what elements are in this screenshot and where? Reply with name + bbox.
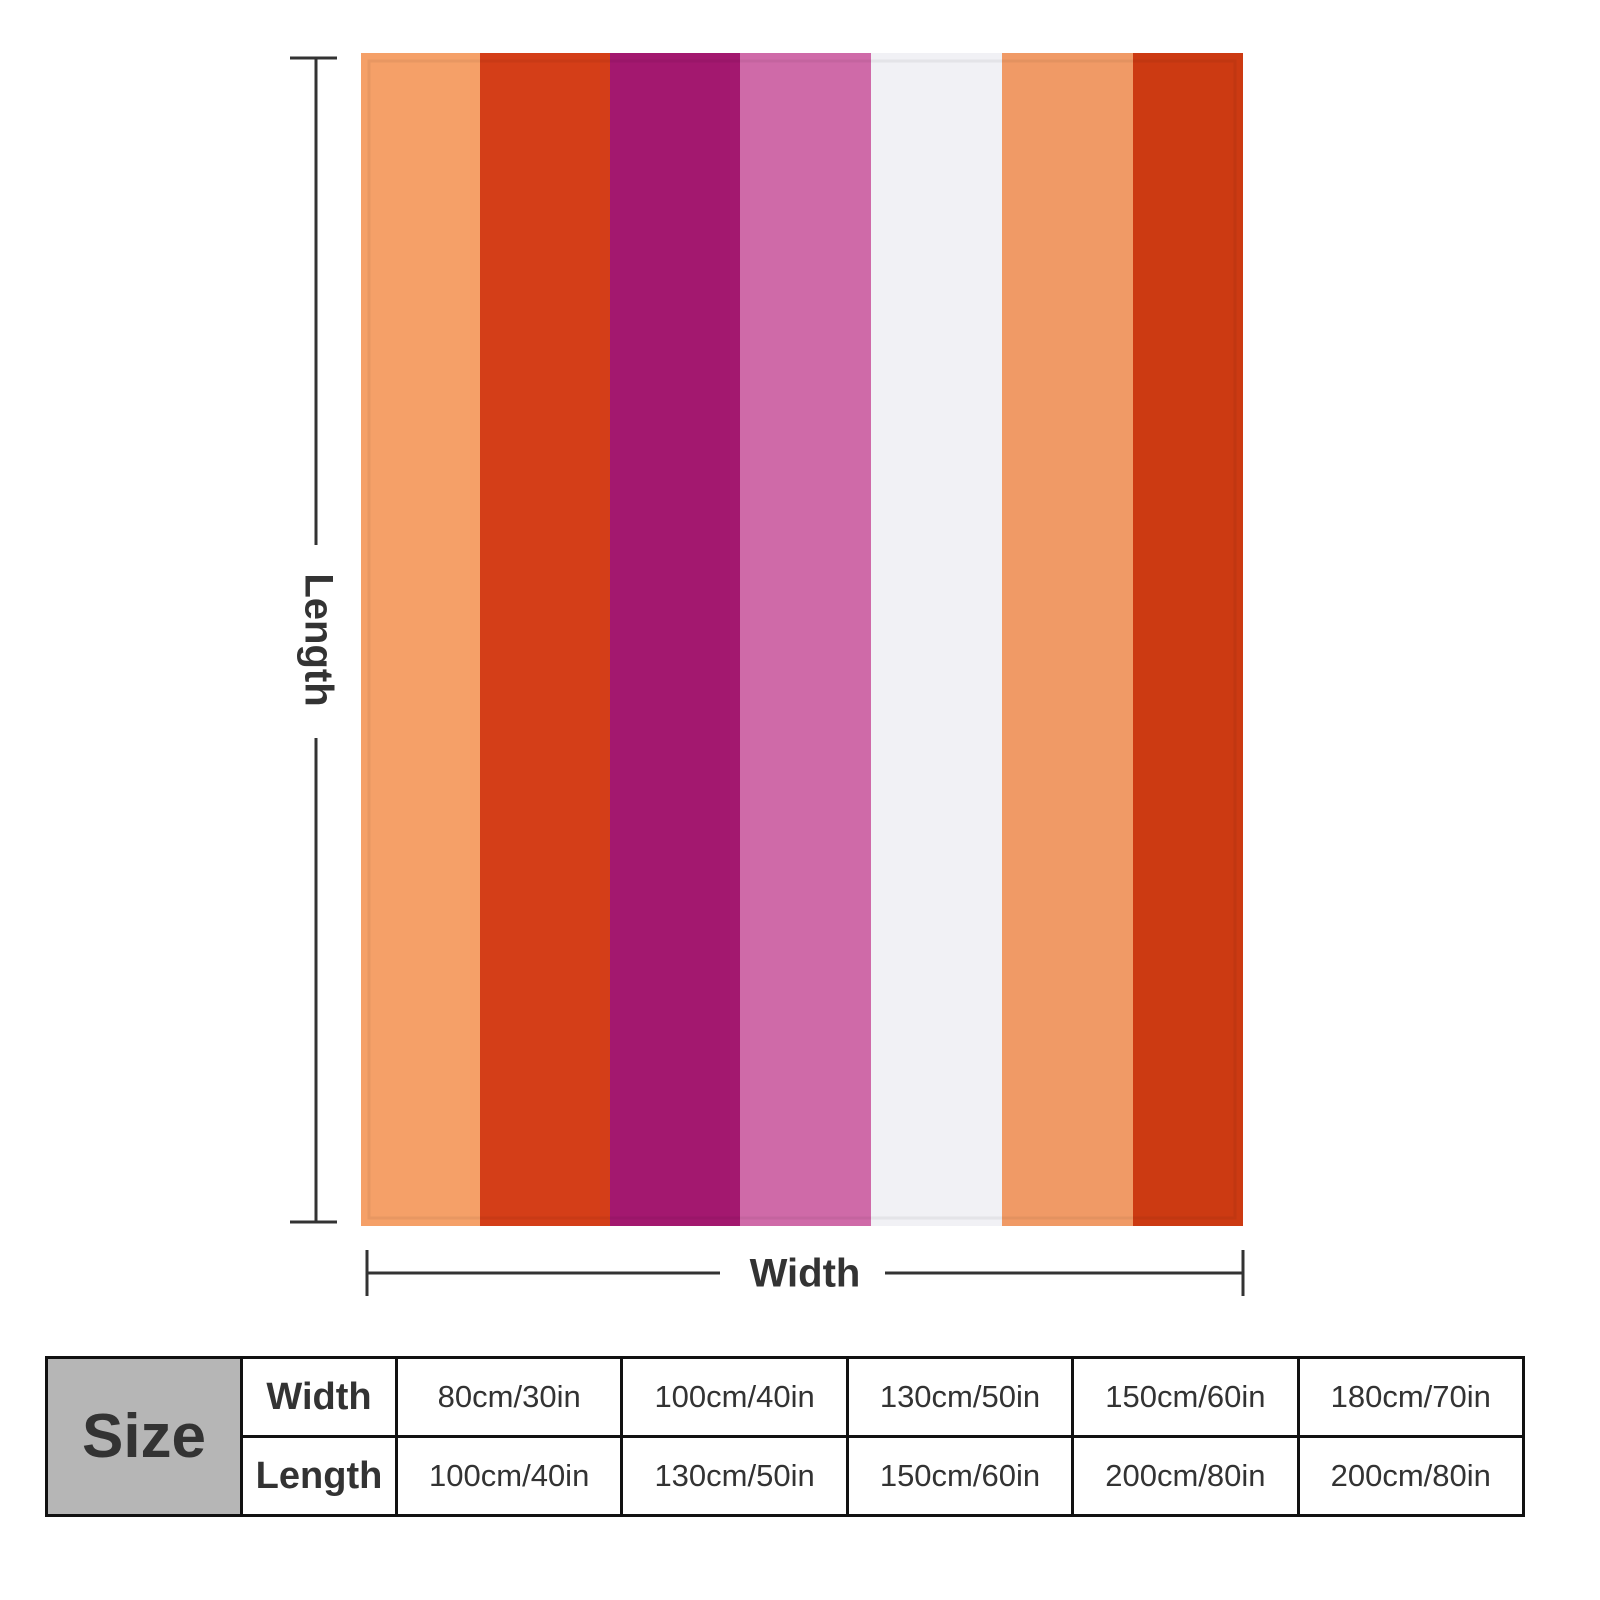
stripe <box>480 53 611 1226</box>
stripe <box>740 53 872 1226</box>
size-table-body: Size Width 80cm/30in 100cm/40in 130cm/50in 15… <box>45 1356 1526 1517</box>
width-guide <box>365 1250 1245 1296</box>
size-value: 100cm/40in <box>394 1435 624 1517</box>
blanket <box>361 53 1243 1226</box>
stripe <box>361 53 481 1226</box>
size-header: Size <box>45 1356 243 1517</box>
size-value: 130cm/50in <box>845 1356 1075 1438</box>
length-guide <box>290 56 337 1224</box>
stripe <box>1133 53 1243 1226</box>
dimension-name: Length <box>240 1435 398 1517</box>
dimension-name: Width <box>240 1356 398 1438</box>
stripe <box>610 53 741 1226</box>
width-label: Width <box>750 1252 861 1296</box>
size-value: 200cm/80in <box>1071 1435 1300 1517</box>
size-table: Size Width 80cm/30in 100cm/40in 130cm/50in 15… <box>45 1356 1526 1517</box>
stripe <box>1002 53 1134 1226</box>
size-value: 130cm/50in <box>620 1435 849 1517</box>
length-label: Length <box>296 573 340 706</box>
stripe <box>871 53 1003 1226</box>
size-value: 180cm/70in <box>1296 1356 1526 1438</box>
blanket-hem <box>367 59 1237 1220</box>
size-row: Size Width 80cm/30in 100cm/40in 130cm/50in 15… <box>45 1356 1526 1517</box>
size-value: 100cm/40in <box>620 1356 849 1438</box>
size-row: Length 100cm/40in 130cm/50in 150cm/60in 200c… <box>47 1435 1526 1517</box>
size-value: 80cm/30in <box>394 1356 624 1438</box>
size-value: 150cm/60in <box>845 1435 1075 1517</box>
product-image: Length Width <box>290 53 1245 1296</box>
size-value: 200cm/80in <box>1296 1435 1526 1517</box>
size-value: 150cm/60in <box>1071 1356 1300 1438</box>
